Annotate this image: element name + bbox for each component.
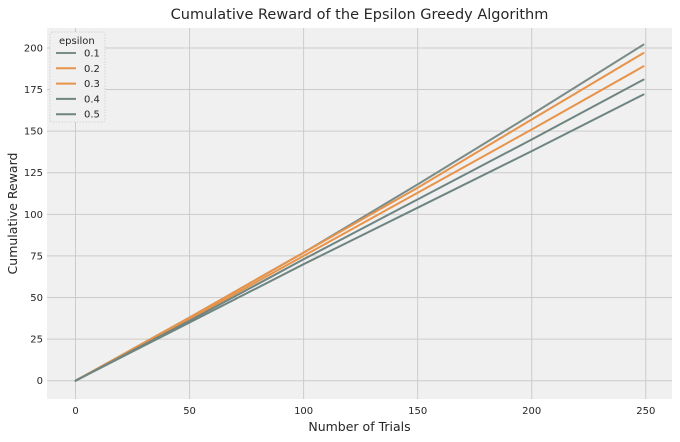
- x-tick-label: 250: [636, 406, 655, 417]
- legend-title: epsilon: [59, 36, 95, 47]
- x-tick-label: 100: [294, 406, 313, 417]
- tick-labels: 0 50 100 150 200 250 0 25 50 75 100 125 150 175 200: [24, 43, 655, 417]
- y-tick-label: 25: [30, 335, 43, 346]
- y-tick-label: 150: [24, 127, 43, 138]
- series-line-0-3: [74, 65, 645, 382]
- series-lines: [74, 43, 645, 382]
- y-tick-label: 75: [30, 251, 43, 262]
- plot-area: [47, 28, 672, 399]
- y-tick-label: 175: [24, 85, 43, 96]
- series-line-0-5: [74, 93, 645, 382]
- x-tick-label: 50: [183, 406, 196, 417]
- x-tick-label: 0: [72, 406, 78, 417]
- y-tick-label: 50: [30, 293, 43, 304]
- grid: [47, 28, 672, 399]
- x-tick-label: 200: [522, 406, 541, 417]
- legend-label: 0.2: [84, 64, 100, 75]
- legend-label: 0.4: [84, 94, 100, 105]
- y-tick-label: 0: [37, 376, 43, 387]
- chart-title: Cumulative Reward of the Epsilon Greedy …: [171, 7, 549, 23]
- x-tick-label: 150: [408, 406, 427, 417]
- series-line-0-2: [74, 52, 645, 382]
- y-tick-label: 200: [24, 43, 43, 54]
- legend-label: 0.3: [84, 79, 100, 90]
- series-line-0-4: [74, 78, 645, 382]
- y-tick-label: 125: [24, 168, 43, 179]
- y-axis-label: Cumulative Reward: [5, 153, 20, 275]
- x-axis-label: Number of Trials: [308, 419, 410, 434]
- legend-label: 0.1: [84, 49, 100, 60]
- y-tick-label: 100: [24, 210, 43, 221]
- legend-label: 0.5: [84, 110, 100, 121]
- legend: epsilon 0.1 0.2 0.3 0.4 0.5: [49, 31, 106, 123]
